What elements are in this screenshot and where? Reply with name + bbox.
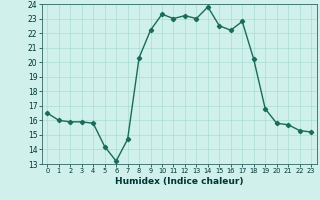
X-axis label: Humidex (Indice chaleur): Humidex (Indice chaleur)	[115, 177, 244, 186]
